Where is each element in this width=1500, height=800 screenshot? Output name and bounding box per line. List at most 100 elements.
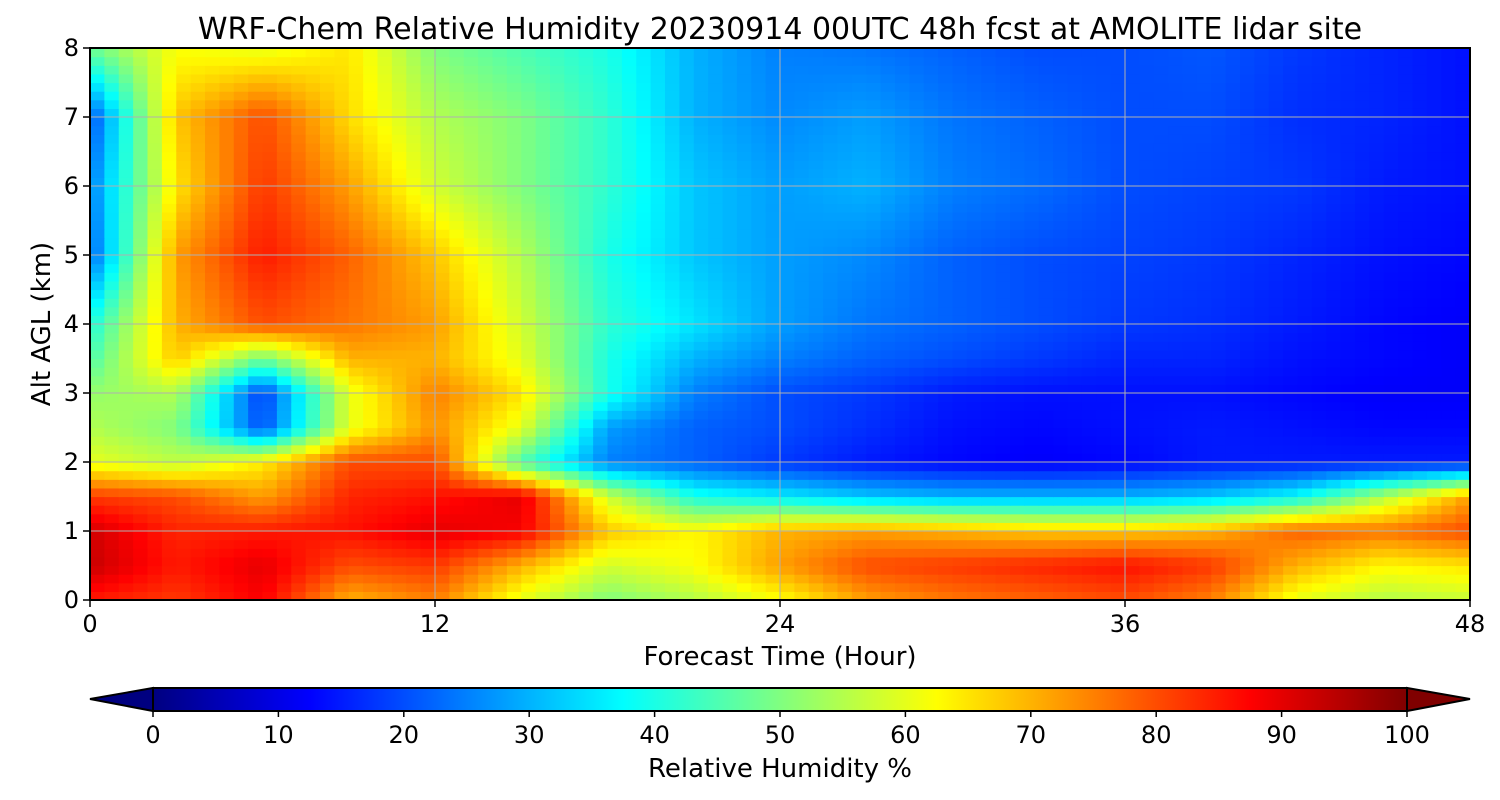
heatmap-cell [938,324,954,334]
heatmap-cell [952,341,968,351]
heatmap-cell [981,220,997,230]
heatmap-cell [866,151,882,161]
heatmap-cell [1398,324,1414,334]
heatmap-cell [420,427,436,437]
heatmap-cell [435,263,450,273]
heatmap-cell [1096,453,1112,463]
heatmap-cell [435,574,450,584]
heatmap-cell [406,160,422,170]
heatmap-cell [866,177,882,187]
heatmap-cell [1139,462,1155,472]
heatmap-cell [550,470,565,480]
heatmap-cell [291,462,307,472]
heatmap-cell [866,349,882,360]
heatmap-cell [607,177,623,187]
heatmap-cell [521,341,537,351]
heatmap-cell [1182,384,1198,394]
heatmap-cell [679,298,695,308]
heatmap-cell [607,479,623,489]
heatmap-cell [463,591,479,601]
heatmap-cell [1182,220,1198,230]
heatmap-cell [391,186,407,196]
heatmap-cell [1225,453,1241,463]
heatmap-cell [1383,186,1399,196]
heatmap-cell [348,470,364,480]
heatmap-cell [593,358,609,368]
heatmap-cell [1340,418,1356,429]
heatmap-cell [1426,203,1442,213]
heatmap-cell [1225,151,1241,161]
heatmap-cell [535,306,551,316]
heatmap-cell [363,324,379,334]
heatmap-cell [478,177,494,187]
heatmap-cell [1168,470,1184,480]
heatmap-cell [909,263,925,273]
heatmap-cell [751,203,767,213]
heatmap-cell [550,229,565,239]
heatmap-cell [262,418,278,429]
heatmap-cell [952,582,968,592]
heatmap-cell [722,177,738,187]
heatmap-cell [736,462,752,472]
heatmap-cell [406,194,422,204]
heatmap-cell [1426,298,1442,308]
heatmap-cell [895,341,910,351]
heatmap-cell [377,194,393,204]
heatmap-cell [233,237,249,247]
heatmap-cell [693,487,709,498]
heatmap-cell [880,341,896,351]
heatmap-cell [219,177,235,187]
heatmap-cell [377,349,393,360]
heatmap-cell [679,427,695,437]
heatmap-cell [1369,487,1385,498]
heatmap-cell [463,479,479,489]
heatmap-cell [248,539,264,549]
heatmap-cell [1254,341,1270,351]
heatmap-cell [305,186,321,196]
heatmap-cell [693,177,709,187]
heatmap-cell [1268,349,1284,360]
heatmap-cell [104,349,120,360]
heatmap-cell [895,453,910,463]
heatmap-cell [679,160,695,170]
heatmap-cell [1196,160,1212,170]
heatmap-cell [794,591,810,601]
heatmap-cell [205,375,220,385]
heatmap-cell [1081,531,1097,541]
heatmap-cell [1182,505,1198,515]
heatmap-cell [823,375,839,385]
heatmap-cell [693,384,709,394]
heatmap-cell [794,513,810,523]
heatmap-cell [966,315,982,325]
heatmap-cell [837,203,853,213]
heatmap-cell [391,401,407,411]
heatmap-cell [578,168,594,178]
heatmap-cell [1383,298,1399,308]
heatmap-cell [1096,565,1112,575]
heatmap-cell [1340,211,1356,222]
heatmap-cell [751,186,767,196]
heatmap-cell [205,479,220,489]
heatmap-cell [1398,401,1414,411]
heatmap-cell [176,324,192,334]
heatmap-cell [449,186,465,196]
heatmap-cell [104,151,120,161]
heatmap-cell [248,522,264,532]
heatmap-cell [751,298,767,308]
heatmap-cell [233,280,249,291]
heatmap-cell [995,401,1011,411]
heatmap-cell [621,272,637,282]
heatmap-cell [219,289,235,299]
heatmap-cell [981,470,997,480]
heatmap-cell [808,418,824,429]
heatmap-cell [636,462,652,472]
heatmap-cell [923,203,939,213]
heatmap-cell [1355,186,1370,196]
heatmap-cell [1412,263,1428,273]
heatmap-cell [1355,151,1370,161]
heatmap-cell [1110,246,1126,256]
heatmap-cell [535,246,551,256]
heatmap-cell [492,384,508,394]
heatmap-cell [233,513,249,523]
heatmap-cell [463,315,479,325]
